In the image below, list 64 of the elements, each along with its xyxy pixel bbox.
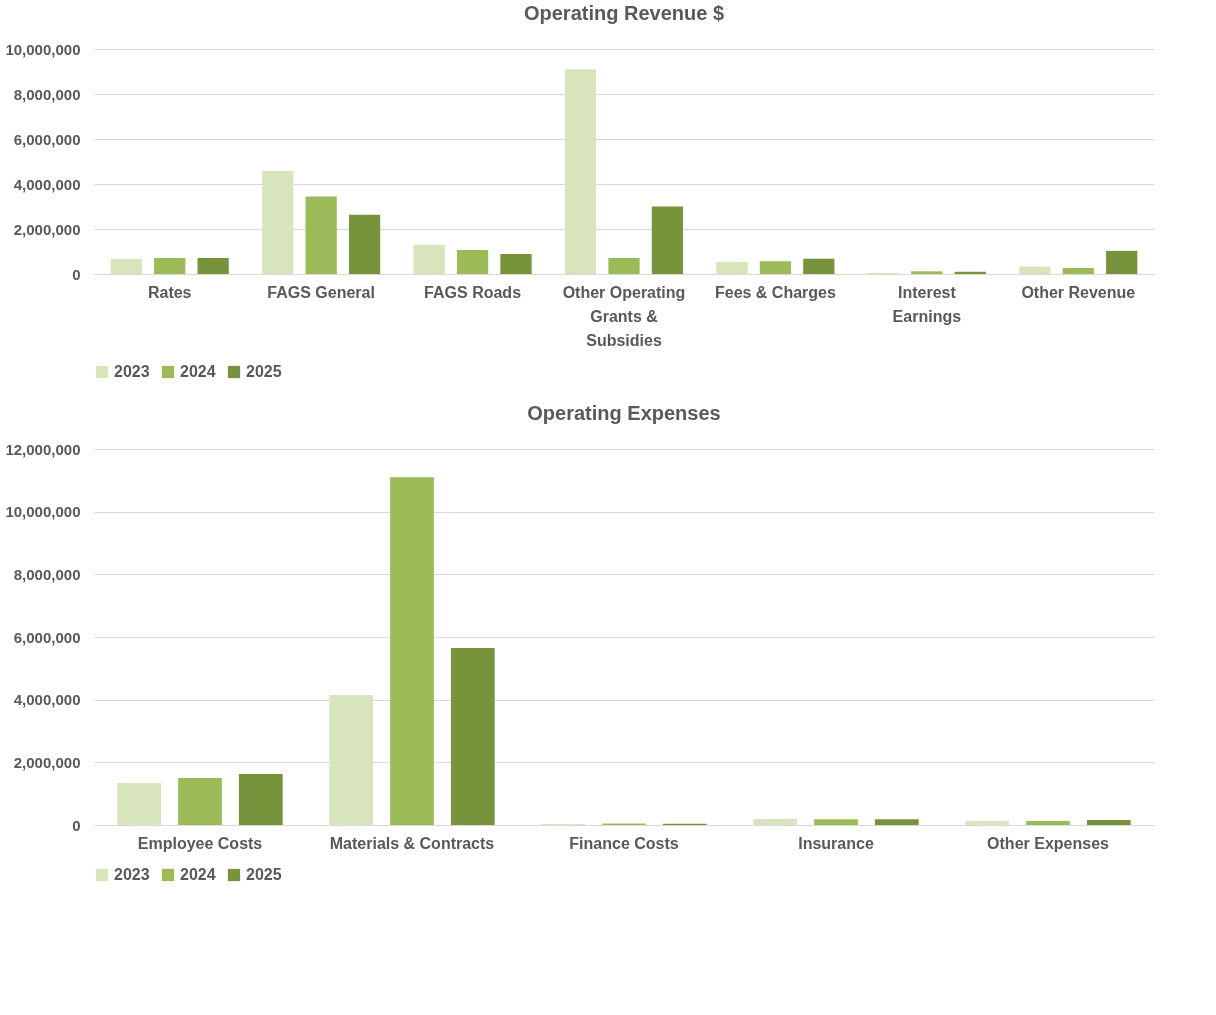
bar <box>154 258 186 274</box>
bar <box>874 819 919 825</box>
bar <box>651 206 684 274</box>
legend-label: 2023 <box>114 363 150 380</box>
bar <box>814 819 858 825</box>
legend-label: 2024 <box>180 866 216 883</box>
bar <box>965 820 1010 825</box>
bar <box>803 258 835 274</box>
bar <box>178 778 222 825</box>
legend-label: 2024 <box>180 363 216 380</box>
y-tick-label: 8,000,000 <box>13 565 81 583</box>
bar <box>305 196 337 274</box>
bar <box>329 694 374 825</box>
x-tick-label: Rates <box>147 283 192 301</box>
bar <box>413 244 445 274</box>
y-tick-label: 0 <box>72 265 81 283</box>
bar <box>759 261 792 274</box>
bar <box>1086 819 1131 825</box>
bar <box>716 261 748 274</box>
chart-title: Operating Expenses <box>527 402 721 424</box>
bar <box>456 249 489 274</box>
y-tick-label: 8,000,000 <box>13 85 81 103</box>
bar <box>348 214 381 274</box>
legend-label: 2025 <box>246 363 282 380</box>
bar <box>450 647 495 825</box>
y-tick-label: 10,000,000 <box>5 40 81 58</box>
y-tick-label: 10,000,000 <box>5 503 81 521</box>
x-tick-label: FAGS General <box>267 283 375 301</box>
bar <box>110 258 142 274</box>
y-tick-label: 6,000,000 <box>13 628 81 646</box>
x-tick-label: FAGS Roads <box>424 283 522 301</box>
x-tick-label: Insurance <box>798 834 874 852</box>
x-tick-label: Other Operating Grants & Subsidies <box>562 283 686 349</box>
bar <box>500 253 532 274</box>
x-tick-label: Other Expenses <box>987 834 1110 852</box>
bar <box>608 258 640 274</box>
chart-title: Operating Revenue $ <box>523 2 725 24</box>
x-tick-label: Employee Costs <box>137 834 263 852</box>
bar <box>1106 250 1138 274</box>
bar <box>238 773 283 825</box>
legend-label: 2023 <box>114 866 150 883</box>
bar <box>390 477 434 825</box>
x-tick-label: Materials & Contracts <box>329 834 495 852</box>
legend-label: 2025 <box>246 866 282 883</box>
y-tick-label: 6,000,000 <box>13 130 81 148</box>
y-tick-label: 4,000,000 <box>13 175 81 193</box>
bar <box>117 783 162 825</box>
bar <box>753 819 798 825</box>
bar <box>911 271 943 274</box>
bar <box>197 258 229 274</box>
y-tick-label: 12,000,000 <box>5 440 81 458</box>
y-tick-label: 2,000,000 <box>13 220 81 238</box>
bar <box>1026 820 1070 825</box>
bar <box>262 170 294 274</box>
x-tick-label: Fees & Charges <box>714 283 836 301</box>
bar <box>564 69 597 274</box>
x-tick-label: Finance Costs <box>569 834 679 852</box>
y-tick-label: 2,000,000 <box>13 753 81 771</box>
x-tick-label: Other Revenue <box>1021 283 1136 301</box>
bar <box>1019 266 1051 274</box>
bar <box>1062 267 1094 274</box>
y-tick-label: 4,000,000 <box>13 691 81 709</box>
y-tick-label: 0 <box>72 816 81 834</box>
x-tick-label: Interest Earnings <box>892 283 962 325</box>
